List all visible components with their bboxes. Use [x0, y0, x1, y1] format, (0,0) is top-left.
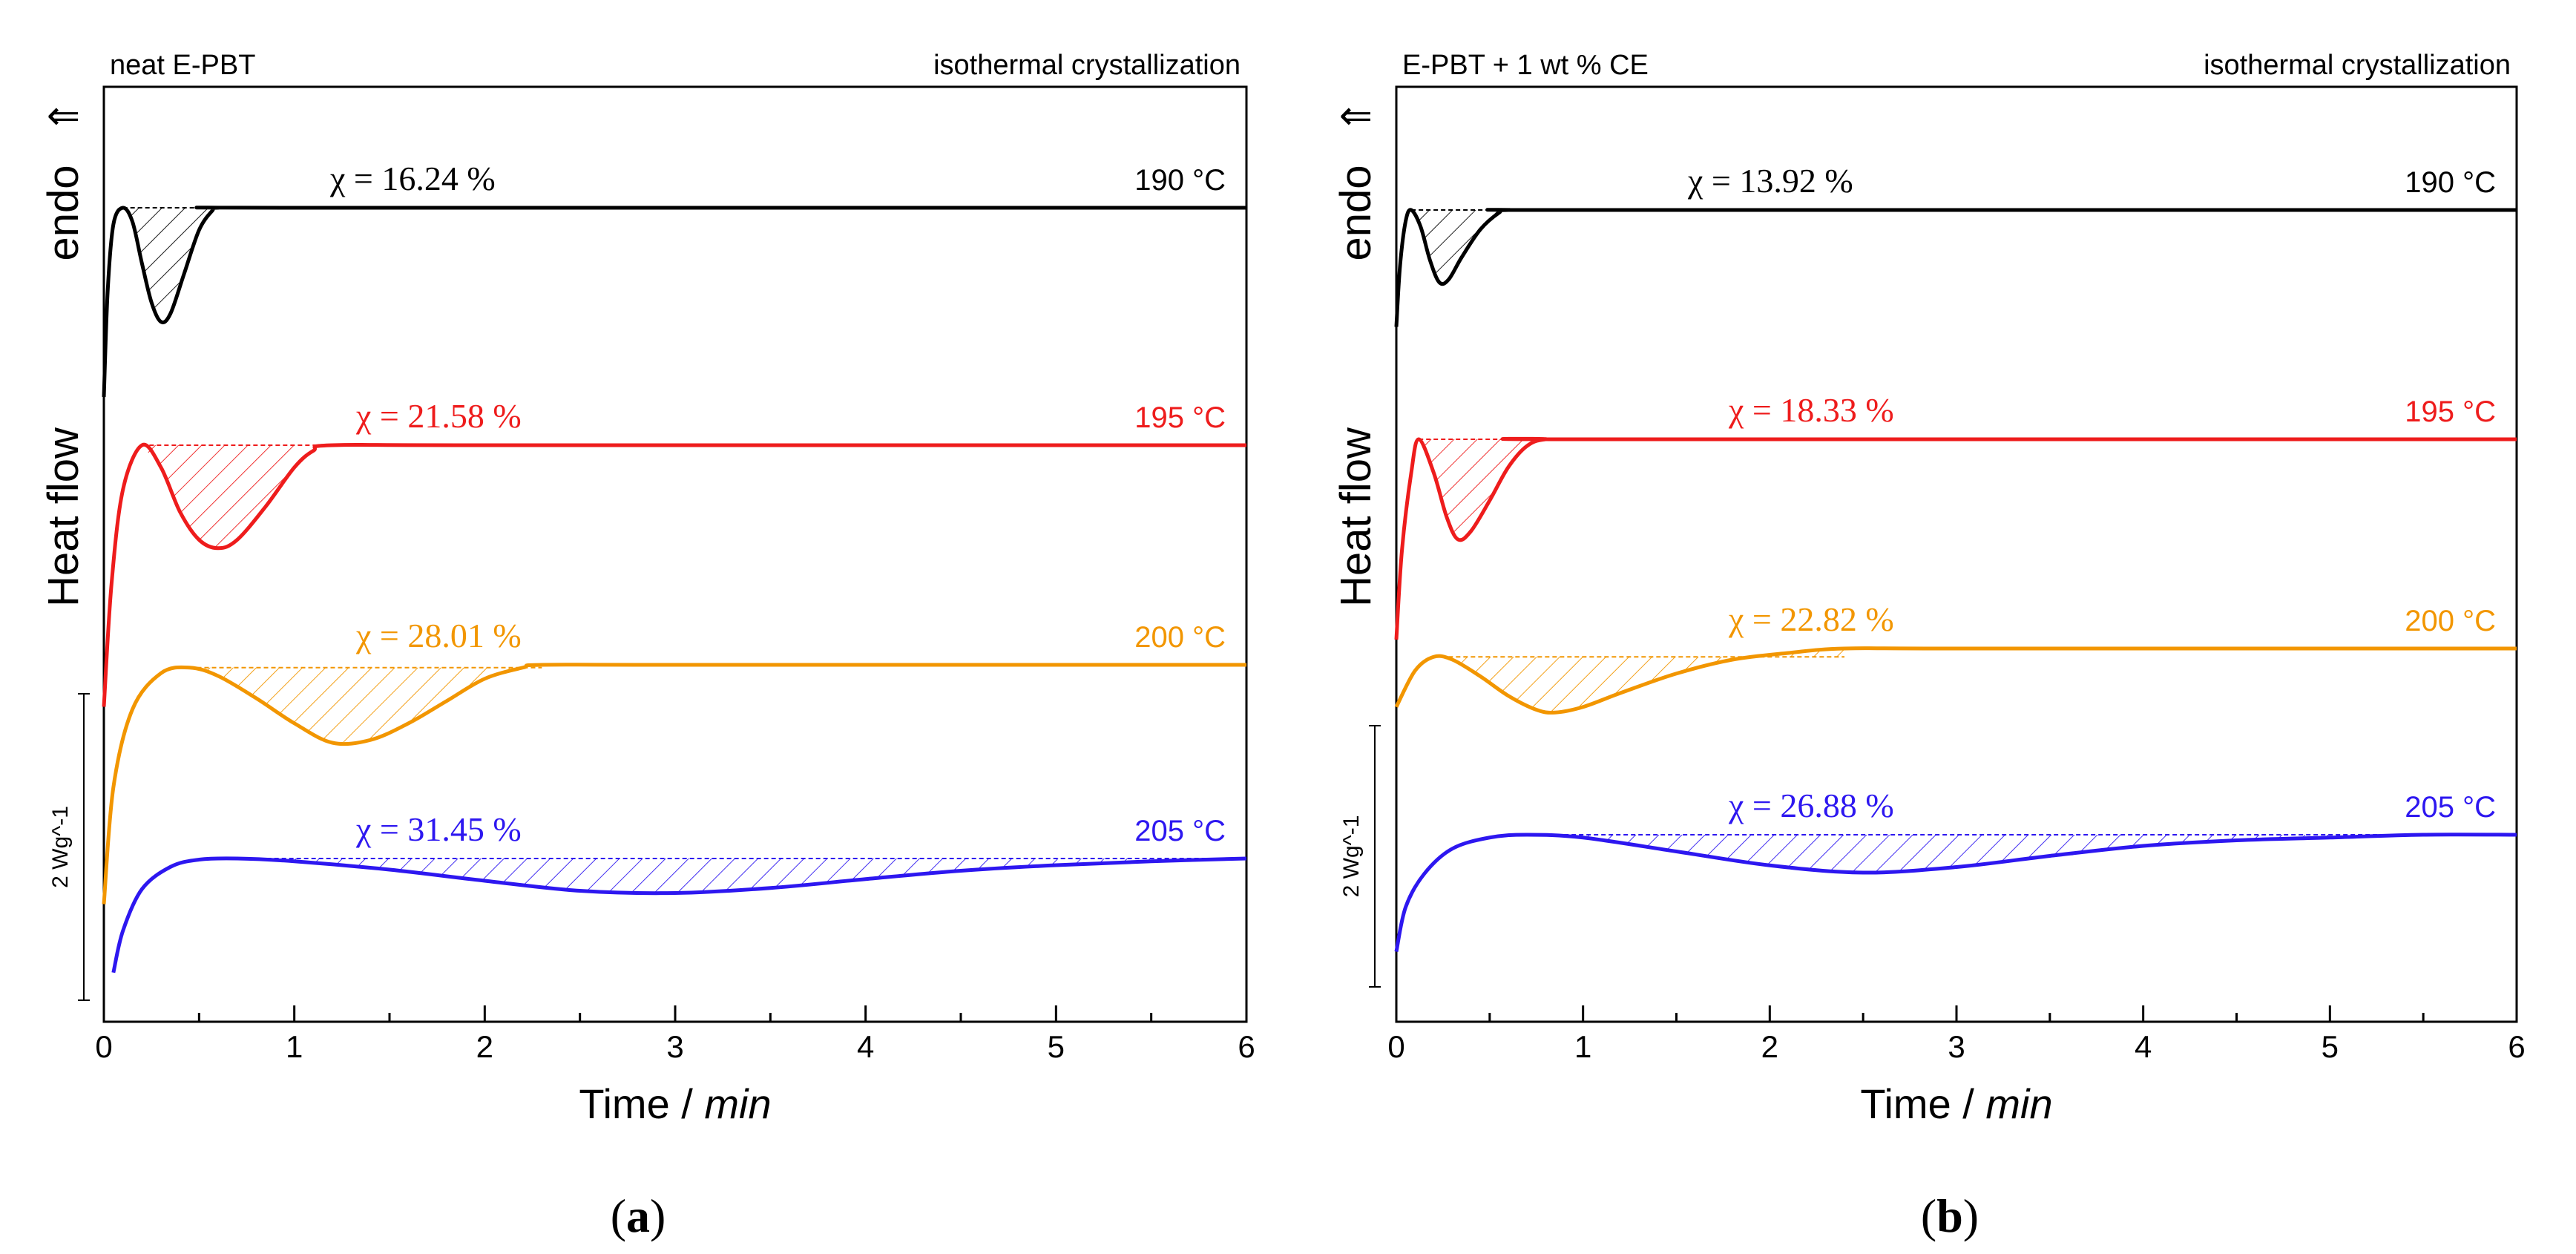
- caption-open: (: [1921, 1189, 1936, 1242]
- series-label: 195 °C: [1134, 401, 1226, 434]
- x-axis-label: Time / min: [579, 1080, 771, 1127]
- plot-frame: [1395, 85, 2518, 1023]
- panel-title-right: isothermal crystallization: [933, 50, 1241, 81]
- x-tick-label: 0: [95, 1029, 112, 1064]
- series-label: 205 °C: [2405, 791, 2496, 824]
- x-tick-label: 1: [286, 1029, 303, 1064]
- series-label: 190 °C: [1134, 164, 1226, 197]
- y-axis-label: Heat flow: [1332, 427, 1380, 607]
- series-label: 200 °C: [1134, 621, 1226, 654]
- x-axis-label-main: Time /: [1860, 1080, 1985, 1127]
- panel-caption: (b): [1921, 1189, 1979, 1242]
- x-axis-label-unit: min: [704, 1080, 771, 1127]
- x-tick-label: 2: [1761, 1029, 1778, 1064]
- x-tick-label: 6: [2508, 1029, 2525, 1064]
- panel-a: 0 1 2 3 4 5 6 Time / min neat E-PBT isothermal cr…: [39, 50, 1255, 1242]
- up-arrow-icon: ⇑: [42, 99, 87, 133]
- y-axis-label: Heat flow: [39, 427, 88, 607]
- hatched-area: [122, 208, 218, 322]
- series-line: [1394, 208, 2517, 327]
- x-tick-label: 5: [1048, 1029, 1065, 1064]
- crystallinity-label: χ = 22.82 %: [1728, 600, 1894, 638]
- series-line: [1394, 436, 2517, 640]
- crystallinity-label: χ = 21.58 %: [355, 397, 522, 435]
- scale-bar-label: 2 Wg^-1: [1339, 815, 1364, 898]
- x-axis-label-main: Time /: [579, 1080, 704, 1127]
- series-label: 205 °C: [1134, 815, 1226, 847]
- x-tick-label: 4: [2135, 1029, 2152, 1064]
- panel-title-right: isothermal crystallization: [2204, 50, 2511, 81]
- hatched-area: [142, 445, 333, 548]
- hatched-area: [1411, 210, 1508, 283]
- x-tick-label: 3: [666, 1029, 683, 1064]
- crystallinity-label: χ = 26.88 %: [1728, 787, 1894, 824]
- caption-close: ): [650, 1189, 666, 1242]
- series-label: 190 °C: [2405, 166, 2496, 199]
- hatched-area: [189, 665, 542, 743]
- panel-title-left: E-PBT + 1 wt % CE: [1402, 50, 1649, 81]
- panel-title-left: neat E-PBT: [110, 50, 255, 81]
- series-line: [1394, 833, 2517, 953]
- crystallinity-label: χ = 13.92 %: [1687, 162, 1853, 200]
- series-line: [102, 206, 1246, 398]
- x-tick-label: 5: [2322, 1029, 2339, 1064]
- crystallinity-label: χ = 28.01 %: [355, 617, 522, 654]
- crystallinity-label: χ = 31.45 %: [355, 810, 522, 848]
- up-arrow-icon: ⇑: [1335, 99, 1379, 133]
- scale-bar-label: 2 Wg^-1: [48, 806, 73, 888]
- caption-open: (: [611, 1189, 626, 1242]
- crystallinity-label: χ = 18.33 %: [1728, 391, 1894, 429]
- y-direction-label: endo: [1332, 165, 1380, 260]
- hatched-area: [1433, 649, 1844, 713]
- x-tick-label: 6: [1238, 1029, 1255, 1064]
- series-label: 200 °C: [2405, 605, 2496, 637]
- x-tick-label: 3: [1948, 1029, 1965, 1064]
- x-axis-label-unit: min: [1985, 1080, 2052, 1127]
- x-tick-label: 2: [476, 1029, 493, 1064]
- series-label: 195 °C: [2405, 395, 2496, 428]
- hatched-area: [1419, 439, 1546, 539]
- y-direction-label: endo: [39, 165, 88, 260]
- crystallinity-label: χ = 16.24 %: [329, 160, 496, 197]
- caption-close: ): [1963, 1189, 1979, 1242]
- x-tick-label: 4: [857, 1029, 874, 1064]
- panel-caption: (a): [611, 1189, 666, 1242]
- x-tick-label: 1: [1574, 1029, 1591, 1064]
- hatched-area: [1527, 835, 2424, 873]
- panel-b: 0 1 2 3 4 5 6 Time / min E-PBT + 1 wt % CE isothe…: [1332, 50, 2526, 1242]
- series-line: [1394, 646, 2517, 715]
- x-tick-label: 0: [1387, 1029, 1404, 1064]
- caption-letter: a: [626, 1189, 650, 1242]
- series-line: [102, 442, 1246, 707]
- x-axis-label: Time / min: [1860, 1080, 2052, 1127]
- caption-letter: b: [1936, 1189, 1963, 1242]
- series-line: [102, 663, 1246, 905]
- series-line: [111, 856, 1247, 974]
